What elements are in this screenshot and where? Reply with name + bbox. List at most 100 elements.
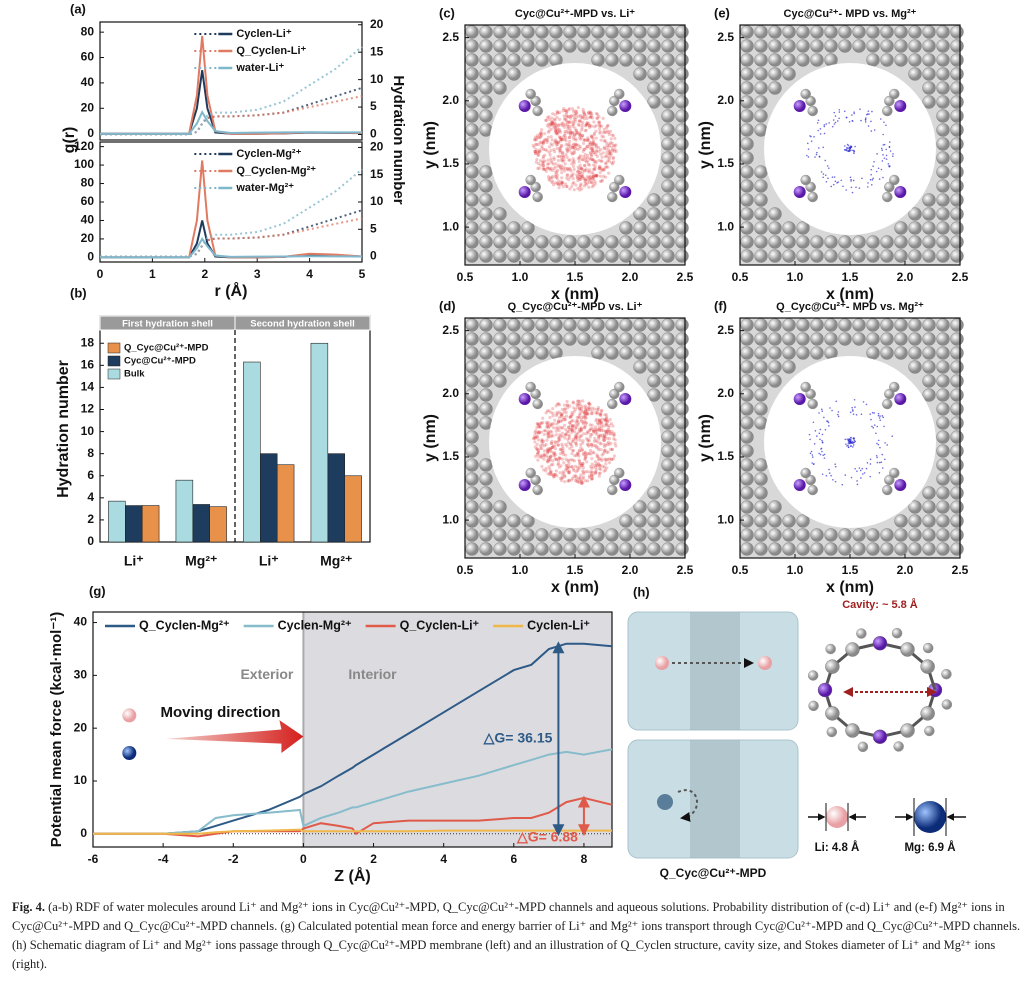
density-dot xyxy=(592,174,596,179)
density-dot xyxy=(572,145,577,149)
density-dot xyxy=(611,424,615,428)
framework-atom xyxy=(647,542,661,556)
framework-atom xyxy=(936,151,950,165)
density-dot xyxy=(533,445,538,449)
density-dot xyxy=(589,141,593,145)
density-dot xyxy=(586,136,590,140)
density-dot xyxy=(568,120,572,124)
density-dot xyxy=(567,427,571,431)
density-dot xyxy=(561,446,565,451)
density-dot xyxy=(585,120,589,125)
framework-atom xyxy=(922,346,936,360)
density-dot xyxy=(583,416,587,420)
density-dot xyxy=(565,184,569,188)
density-dot xyxy=(561,137,565,142)
density-dot xyxy=(586,439,590,443)
density-dot xyxy=(585,144,590,149)
density-dot xyxy=(600,417,604,421)
framework-atom xyxy=(810,235,824,249)
density-dot xyxy=(582,426,587,430)
density-dot xyxy=(587,163,591,167)
density-dot xyxy=(549,435,553,439)
density-dot xyxy=(578,427,582,431)
density-dot xyxy=(574,423,578,427)
density-dot xyxy=(535,422,539,426)
framework-atom xyxy=(619,318,633,332)
density-dot xyxy=(587,110,591,114)
framework-atom xyxy=(647,528,661,542)
density-dot xyxy=(541,141,545,145)
y-tick-label: 80 xyxy=(81,176,95,190)
density-dot xyxy=(825,180,828,183)
density-dot xyxy=(542,432,546,437)
density-dot xyxy=(877,412,880,415)
framework-atom xyxy=(796,249,810,263)
density-dot xyxy=(550,168,555,173)
framework-atom xyxy=(591,346,605,360)
density-dot xyxy=(586,452,590,456)
density-dot xyxy=(559,414,563,419)
density-dot xyxy=(589,426,593,431)
density-dot xyxy=(870,418,872,421)
framework-atom xyxy=(661,53,675,67)
density-dot xyxy=(593,471,597,475)
density-dot xyxy=(559,136,563,140)
h-atom xyxy=(607,484,618,496)
density-dot xyxy=(565,466,569,470)
density-dot xyxy=(822,173,825,175)
framework-atom xyxy=(866,235,880,249)
density-dot xyxy=(540,438,544,442)
framework-atom xyxy=(950,81,964,95)
density-dot xyxy=(856,470,858,472)
density-dot xyxy=(859,108,861,110)
framework-atom xyxy=(908,39,922,53)
framework-atom xyxy=(577,39,591,53)
density-dot xyxy=(595,417,599,421)
density-dot xyxy=(605,150,609,155)
density-dot xyxy=(866,462,869,464)
density-dot xyxy=(574,142,578,146)
framework-atom xyxy=(950,95,964,109)
density-dot xyxy=(553,451,557,455)
density-dot xyxy=(583,178,588,182)
density-dot xyxy=(591,163,596,167)
bar xyxy=(175,479,194,543)
h-atom xyxy=(807,398,818,410)
caption: Fig. 4. (a-b) RDF of water molecules aro… xyxy=(12,898,1024,974)
density-dot xyxy=(567,115,571,119)
density-dot xyxy=(604,431,609,435)
density-dot xyxy=(594,439,598,443)
framework-atom xyxy=(563,332,577,346)
density-dot xyxy=(871,425,873,428)
framework-atom xyxy=(479,360,493,374)
density-dot xyxy=(537,150,541,155)
density-dot xyxy=(561,417,565,421)
framework-atom xyxy=(521,249,535,263)
density-dot xyxy=(571,151,575,156)
framework-atom xyxy=(740,332,754,346)
density-dot xyxy=(853,152,855,155)
density-dot xyxy=(538,425,542,429)
density-dot xyxy=(565,399,569,404)
density-dot xyxy=(606,431,611,435)
density-dot xyxy=(560,450,565,455)
n-atom xyxy=(619,479,632,491)
framework-atom xyxy=(661,25,675,39)
density-dot xyxy=(560,412,564,417)
y-tick-label: 0 xyxy=(87,126,94,140)
group-label: First hydration shell xyxy=(122,319,213,330)
x-tick-label: 6 xyxy=(510,852,517,866)
h-atom xyxy=(525,88,536,100)
density-dot xyxy=(601,116,605,120)
density-dot xyxy=(563,129,567,134)
h-atom xyxy=(525,467,536,479)
framework-atom xyxy=(675,416,689,430)
molecule xyxy=(807,627,953,753)
density-dot xyxy=(561,473,565,477)
n-atom xyxy=(518,186,531,198)
density-dot xyxy=(539,455,543,460)
framework-atom xyxy=(479,207,493,221)
framework-atom xyxy=(661,388,675,402)
framework-atom xyxy=(936,416,950,430)
density-dot xyxy=(546,451,550,455)
